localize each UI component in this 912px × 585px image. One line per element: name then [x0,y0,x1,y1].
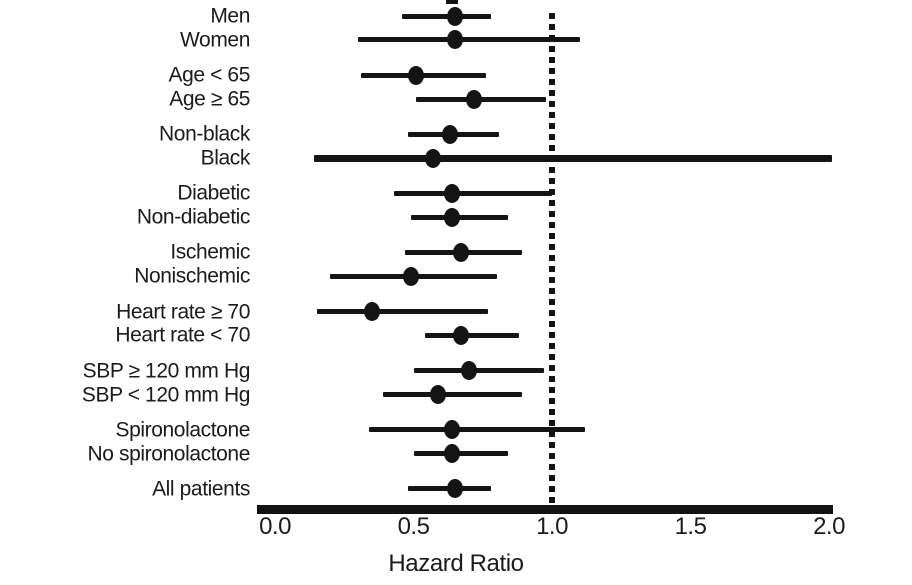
point-estimate-dot [447,6,464,26]
row-label: Non-black [159,122,250,146]
row-label: All patients [152,477,250,501]
point-estimate-dot [444,183,461,203]
ci-line [313,154,832,162]
point-estimate-dot [408,65,425,85]
row-label: SBP < 120 mm Hg [81,383,251,406]
point-estimate-dot [447,479,464,499]
ci-line [413,368,544,374]
point-estimate-dot [424,148,441,168]
row-label: Black [200,146,251,170]
ci-line [402,13,492,19]
point-estimate-dot [452,325,469,345]
x-tick-label: 1.5 [674,513,707,540]
point-estimate-dot [452,242,469,262]
point-estimate-dot [402,266,419,286]
point-estimate-dot [363,302,380,321]
row-label: Age ≥ 65 [169,87,250,111]
point-estimate-dot [430,385,447,404]
ci-line [424,332,519,338]
ci-line [383,392,522,397]
row-label: Nonischemic [134,264,250,288]
x-tick-label: 2.0 [813,513,845,540]
point-estimate-dot [460,361,477,381]
reference-line-hr-1 [549,13,555,505]
row-label: Heart rate < 70 [115,323,250,347]
row-label: Women [180,28,250,52]
row-label: Non-diabetic [136,205,251,229]
point-estimate-dot [444,444,461,464]
point-estimate-dot [441,124,458,144]
row-label: Age < 65 [168,63,251,87]
x-tick-label: 0.5 [397,513,430,540]
x-tick-label: 1.0 [536,513,568,540]
point-estimate-dot [444,207,461,227]
ci-line [413,451,508,457]
row-label: Diabetic [177,181,250,205]
ci-line [358,37,580,43]
ci-line [369,427,586,433]
x-axis-title: Hazard Ratio [388,550,524,577]
ci-line [316,309,489,314]
row-label: No spironolactone [87,442,251,466]
row-label: SBP ≥ 120 mm Hg [82,359,251,383]
ci-line [394,190,552,196]
point-estimate-dot [447,30,464,50]
x-tick-label: 0.0 [259,513,291,540]
stray-mark [446,0,458,4]
x-axis-line [257,505,833,514]
row-label: Ischemic [170,240,250,264]
point-estimate-dot [444,420,461,440]
row-label: Heart rate ≥ 70 [116,300,250,323]
row-label: Men [210,4,250,28]
point-estimate-dot [466,89,483,109]
row-label: Spironolactone [115,418,251,442]
